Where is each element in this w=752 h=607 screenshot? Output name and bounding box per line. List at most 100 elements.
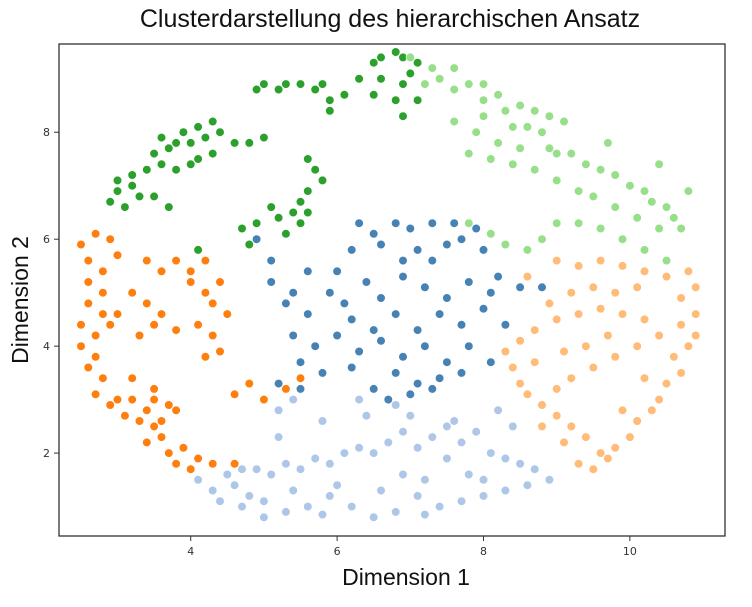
- data-point: [683, 266, 694, 276]
- data-point: [281, 507, 291, 517]
- data-point: [230, 459, 240, 469]
- data-point: [493, 405, 503, 415]
- data-point: [237, 223, 247, 234]
- data-point: [471, 427, 481, 437]
- data-point: [449, 63, 459, 73]
- data-point: [413, 245, 423, 255]
- data-point: [559, 116, 569, 127]
- data-point: [266, 202, 276, 212]
- data-point: [259, 512, 269, 522]
- data-point: [435, 309, 445, 319]
- data-point: [193, 122, 203, 132]
- data-point: [83, 256, 93, 266]
- data-point: [186, 138, 196, 148]
- data-point: [200, 288, 210, 298]
- data-point: [156, 133, 167, 143]
- data-point: [90, 330, 101, 341]
- data-point: [266, 277, 276, 287]
- data-point: [537, 421, 547, 432]
- data-point: [522, 389, 533, 399]
- data-point: [500, 239, 511, 250]
- data-point: [478, 95, 489, 105]
- data-point: [639, 245, 650, 255]
- data-point: [625, 181, 635, 191]
- data-point: [295, 218, 306, 228]
- data-point: [98, 373, 108, 383]
- data-point: [98, 266, 108, 276]
- data-point: [369, 384, 379, 394]
- data-point: [149, 191, 159, 201]
- data-point: [281, 79, 291, 89]
- data-point: [134, 191, 145, 201]
- data-point: [661, 256, 672, 266]
- data-point: [552, 256, 562, 266]
- data-point: [281, 384, 291, 394]
- data-point: [112, 395, 123, 405]
- data-point: [617, 405, 628, 415]
- data-point: [156, 159, 167, 169]
- data-point: [420, 282, 430, 292]
- data-point: [486, 229, 496, 239]
- data-point: [464, 218, 474, 228]
- data-point: [171, 405, 181, 415]
- data-point: [552, 411, 562, 421]
- data-point: [610, 352, 620, 362]
- data-point: [530, 325, 540, 335]
- data-point: [376, 74, 386, 84]
- data-point: [493, 90, 503, 100]
- data-point: [186, 159, 196, 169]
- data-point: [274, 432, 284, 442]
- data-point: [215, 346, 225, 357]
- data-point: [171, 325, 181, 335]
- data-point: [259, 79, 269, 89]
- data-point: [252, 84, 262, 95]
- data-point: [369, 512, 379, 522]
- y-tick-label: 2: [43, 447, 50, 460]
- data-point: [171, 138, 181, 148]
- data-point: [573, 186, 584, 196]
- data-point: [156, 266, 167, 276]
- data-point: [391, 218, 401, 228]
- data-point: [391, 309, 401, 319]
- data-point: [676, 293, 686, 303]
- data-point: [420, 79, 430, 89]
- data-point: [310, 341, 320, 351]
- data-point: [369, 448, 379, 458]
- data-point: [325, 106, 335, 116]
- data-point: [259, 395, 269, 405]
- y-tick-label: 6: [43, 233, 50, 246]
- data-point: [156, 309, 167, 319]
- data-point: [559, 346, 569, 357]
- data-point: [515, 143, 525, 153]
- data-point: [303, 186, 313, 196]
- data-point: [639, 266, 650, 276]
- data-point: [566, 149, 576, 159]
- data-point: [391, 95, 401, 105]
- data-point: [610, 202, 620, 212]
- data-point: [530, 464, 540, 474]
- cluster-series-5: [500, 256, 701, 474]
- data-point: [573, 309, 584, 319]
- data-point: [127, 181, 137, 191]
- data-point: [588, 464, 598, 474]
- data-point: [171, 165, 181, 175]
- data-point: [471, 127, 481, 137]
- data-point: [500, 106, 511, 116]
- data-point: [193, 245, 203, 255]
- data-point: [244, 239, 254, 250]
- data-point: [76, 239, 86, 250]
- data-point: [595, 223, 606, 234]
- data-point: [142, 298, 152, 309]
- data-point: [237, 502, 247, 512]
- data-point: [230, 138, 240, 148]
- data-point: [332, 330, 342, 341]
- data-point: [149, 320, 159, 330]
- data-point: [464, 149, 474, 159]
- data-point: [544, 475, 555, 485]
- data-point: [200, 133, 210, 143]
- data-point: [413, 491, 423, 501]
- data-point: [449, 116, 459, 127]
- data-point: [464, 469, 474, 480]
- data-point: [281, 229, 291, 239]
- data-point: [310, 453, 320, 464]
